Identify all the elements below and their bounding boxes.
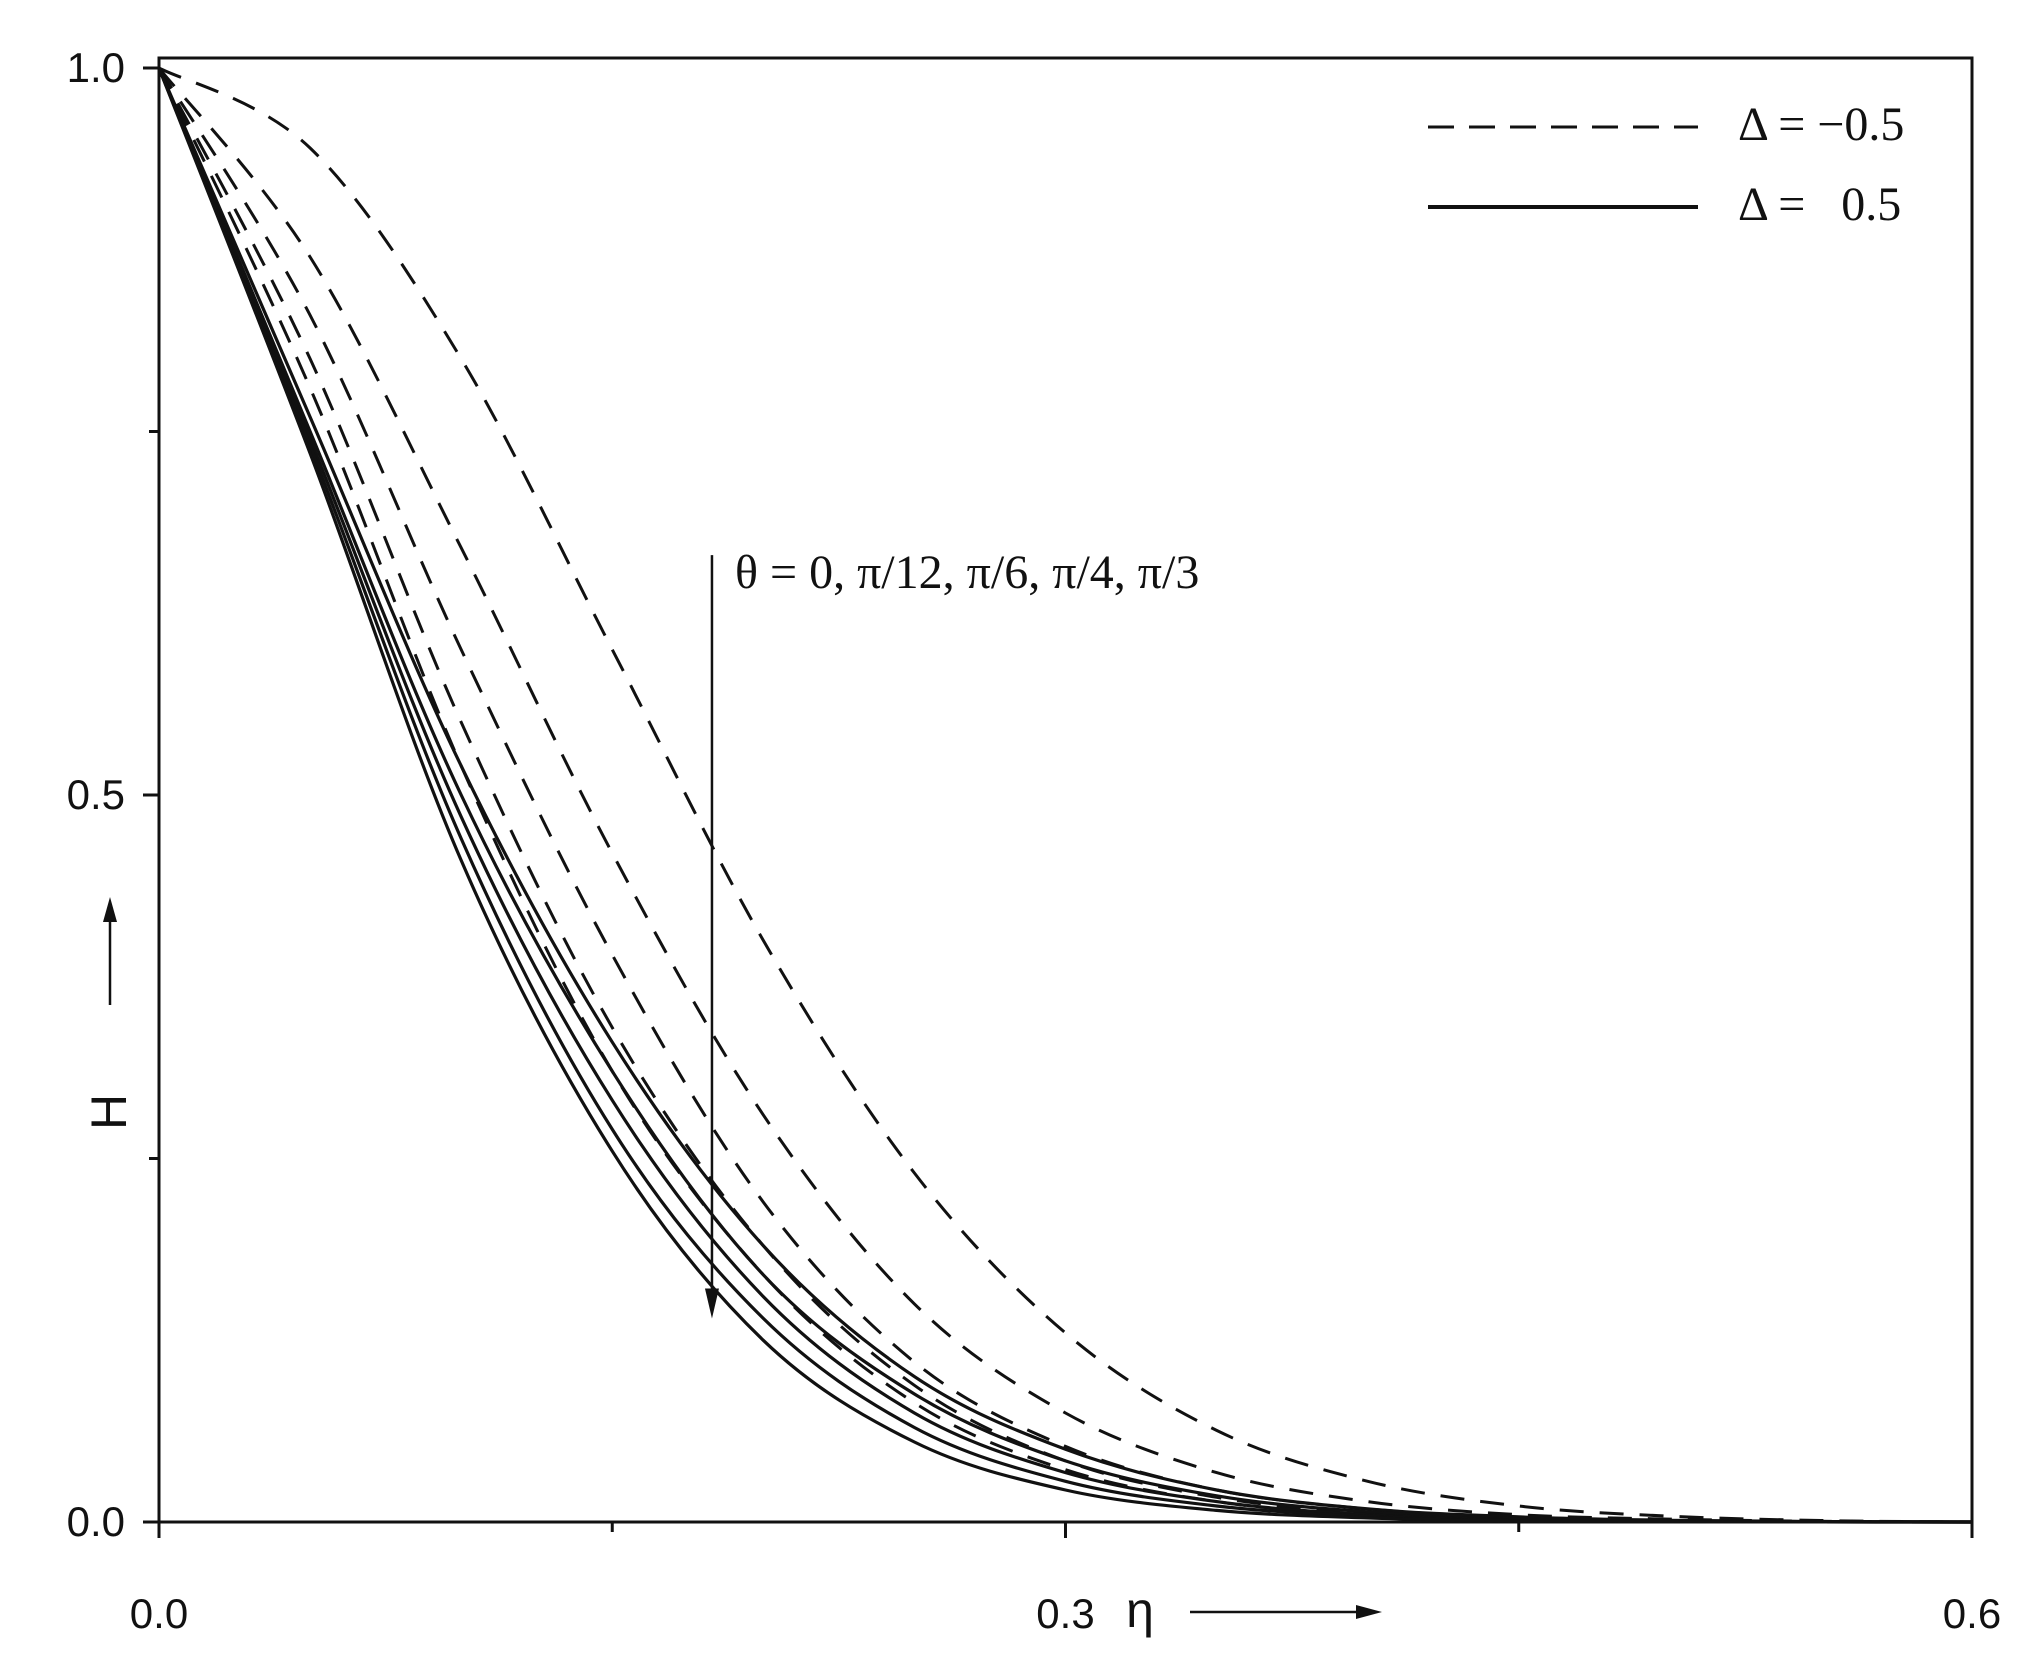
series-line-solid-6 [157,67,1973,1524]
x-tick-label: 0.0 [130,1590,188,1637]
x-axis-label: η [1126,1582,1154,1638]
y-axis-arrowhead [103,897,117,922]
series-line-solid-9 [157,67,1973,1524]
annotation: θ = 0, π/12, π/6, π/4, π/3 [704,546,1199,1319]
curves [157,66,1973,1524]
y-axis-label-group: H [81,897,137,1130]
legend: Δ = −0.5 Δ = 0.5 [1428,98,1904,231]
y-tick-label: 1.0 [67,44,125,91]
x-axis-arrowhead [1356,1605,1382,1619]
y-tick-label: 0.0 [67,1498,125,1545]
series-line-dashed-1 [158,66,1973,1524]
series-line-dashed-3 [157,67,1973,1524]
x-tick-label: 0.3 [1036,1590,1094,1637]
annotation-text: θ = 0, π/12, π/6, π/4, π/3 [735,546,1199,599]
x-axis-label-group: η [1126,1582,1382,1638]
annotation-arrowhead [704,1288,719,1319]
x-tick-label: 0.6 [1943,1590,2001,1637]
series-line-dashed-4 [157,67,1973,1524]
series-line-dashed-2 [157,67,1973,1524]
series-line-solid-10 [157,67,1973,1524]
y-axis-label: H [81,1094,137,1130]
legend-label-dashed: Δ = −0.5 [1738,98,1904,151]
axes: 0.0 0.3 0.6 0.0 0.5 1.0 [67,44,2002,1637]
legend-label-solid: Δ = 0.5 [1738,178,1901,231]
y-tick-label: 0.5 [67,771,125,818]
series-line-dashed-5 [157,67,1973,1524]
series-line-solid-7 [157,67,1973,1524]
series-line-solid-8 [157,67,1973,1524]
